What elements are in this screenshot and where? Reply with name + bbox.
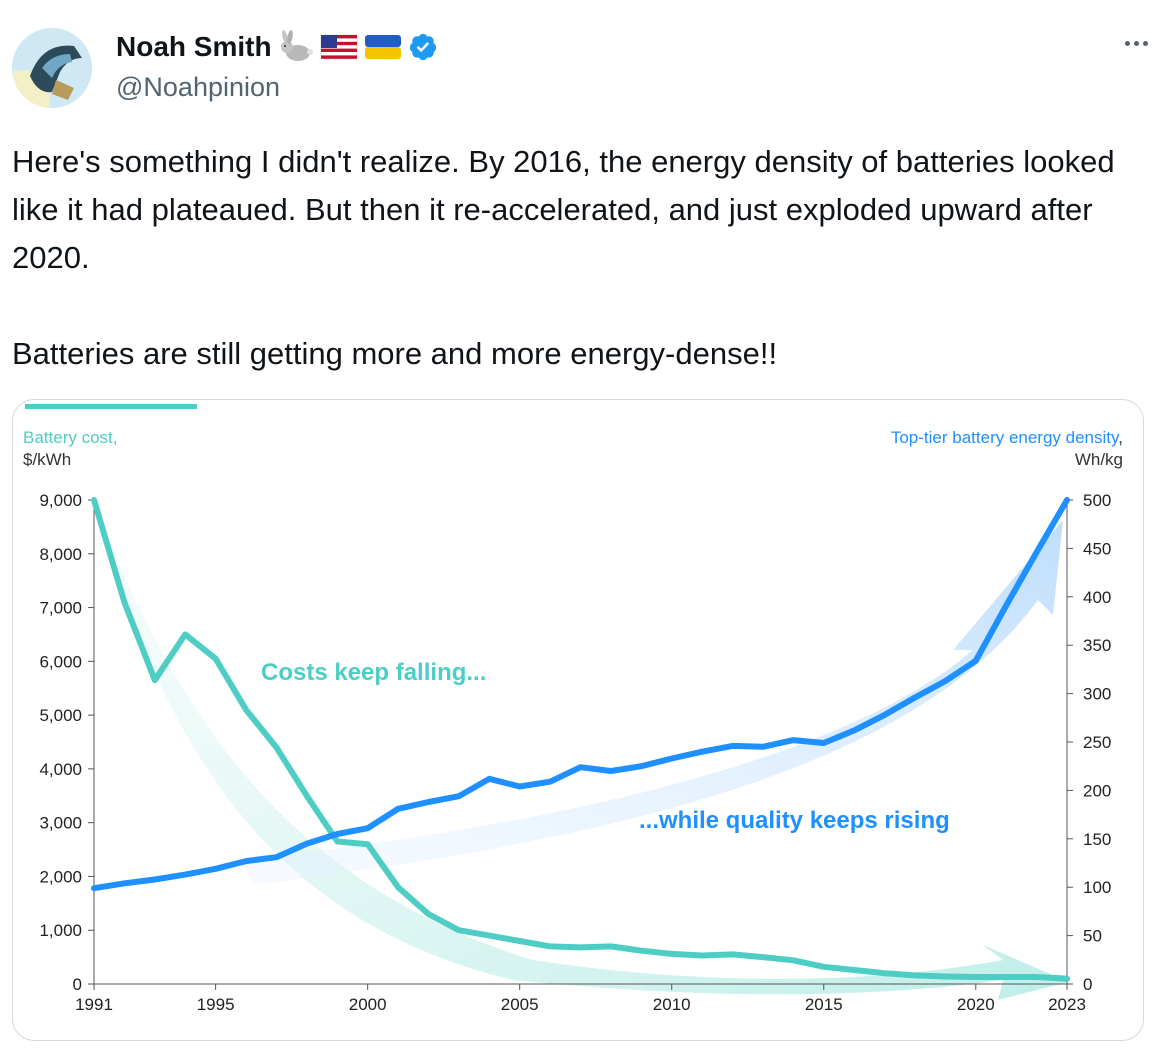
avatar-image xyxy=(12,28,92,108)
left-tick-label: 7,000 xyxy=(39,599,82,618)
more-options-button[interactable] xyxy=(1116,28,1156,58)
density-trend-arrow xyxy=(243,520,1063,885)
x-tick-label: 2005 xyxy=(501,995,539,1014)
x-tick-label: 2000 xyxy=(349,995,387,1014)
tweet-paragraph: Batteries are still getting more and mor… xyxy=(12,336,778,371)
left-tick-label: 3,000 xyxy=(39,814,82,833)
right-tick-label: 150 xyxy=(1083,830,1111,849)
left-tick-label: 2,000 xyxy=(39,867,82,886)
left-axis-unit: $/kWh xyxy=(23,450,71,469)
right-axis-title-text: Top-tier battery energy density xyxy=(891,428,1120,447)
left-tick-label: 5,000 xyxy=(39,706,82,725)
x-tick-label: 1991 xyxy=(75,995,113,1014)
more-dot-icon xyxy=(1142,40,1148,46)
cost-trend-arrow xyxy=(97,510,1069,1000)
accent-bar xyxy=(25,404,197,409)
right-axis-unit: Wh/kg xyxy=(1075,450,1123,469)
tweet-header: Noah Smith @Noahpinion xyxy=(12,22,1156,112)
right-axis-title-comma: , xyxy=(1118,428,1123,447)
x-tick-label: 1995 xyxy=(197,995,235,1014)
right-tick-label: 450 xyxy=(1083,539,1111,558)
left-tick-label: 9,000 xyxy=(39,491,82,510)
left-tick-label: 6,000 xyxy=(39,652,82,671)
chart-series xyxy=(91,497,1070,982)
x-tick-label: 2020 xyxy=(957,995,995,1014)
x-tick-label: 2023 xyxy=(1048,995,1086,1014)
verified-badge-icon[interactable] xyxy=(408,32,438,62)
right-tick-label: 350 xyxy=(1083,636,1111,655)
right-tick-label: 500 xyxy=(1083,491,1111,510)
battery-chart: 0 1,000 2,000 3,000 4,000 5,000 6,000 7,000 8,00… xyxy=(23,404,1123,1014)
cost-annotation: Costs keep falling... xyxy=(261,659,486,686)
cost-series-line xyxy=(91,497,1070,982)
author-name-row: Noah Smith xyxy=(116,30,438,64)
more-dot-icon xyxy=(1133,40,1139,46)
tweet-text: Here's something I didn't realize. By 20… xyxy=(12,138,1152,378)
x-tick-label: 2010 xyxy=(653,995,691,1014)
right-tick-label: 250 xyxy=(1083,733,1111,752)
more-dot-icon xyxy=(1124,40,1130,46)
right-tick-label: 100 xyxy=(1083,878,1111,897)
left-tick-label: 8,000 xyxy=(39,545,82,564)
right-tick-label: 50 xyxy=(1083,927,1102,946)
rabbit-icon xyxy=(280,30,313,61)
us-flag-icon xyxy=(320,34,358,60)
right-tick-label: 0 xyxy=(1083,975,1092,994)
density-annotation: ...while quality keeps rising xyxy=(639,807,950,834)
chart-axes: 0 1,000 2,000 3,000 4,000 5,000 6,000 7,000 8,00… xyxy=(39,491,1111,1014)
tweet-media-chart[interactable]: 0 1,000 2,000 3,000 4,000 5,000 6,000 7,000 8,00… xyxy=(12,399,1144,1041)
right-tick-label: 300 xyxy=(1083,685,1111,704)
right-tick-label: 400 xyxy=(1083,588,1111,607)
author-name[interactable]: Noah Smith xyxy=(116,31,272,62)
left-axis-title: Battery cost, xyxy=(23,428,117,447)
avatar[interactable] xyxy=(12,28,92,108)
right-axis-title: Top-tier battery energy density, xyxy=(891,428,1123,447)
tweet-paragraph: Here's something I didn't realize. By 20… xyxy=(12,144,1115,275)
x-tick-label: 2015 xyxy=(805,995,843,1014)
right-tick-label: 200 xyxy=(1083,781,1111,800)
left-tick-label: 1,000 xyxy=(39,921,82,940)
author-handle[interactable]: @Noahpinion xyxy=(116,72,281,102)
left-tick-label: 0 xyxy=(73,975,82,994)
ukraine-flag-icon xyxy=(364,35,401,59)
left-tick-label: 4,000 xyxy=(39,760,82,779)
